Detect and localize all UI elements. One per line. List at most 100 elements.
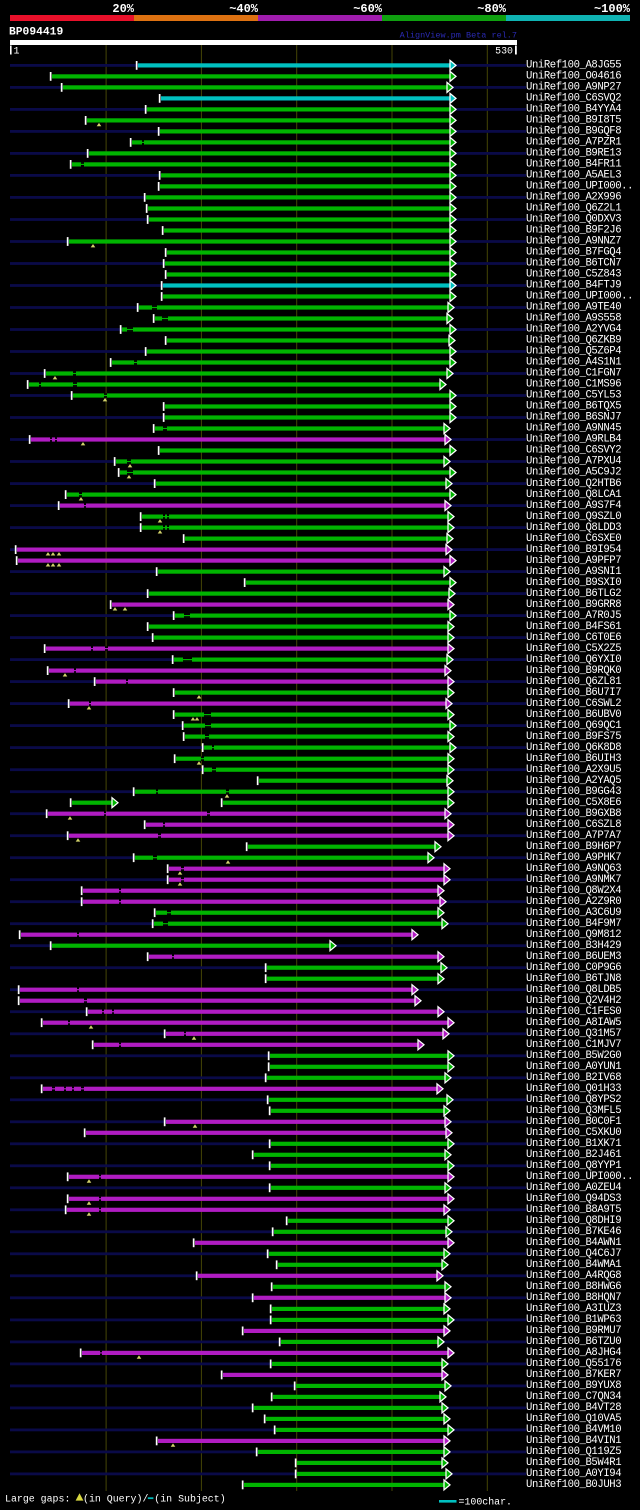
svg-text:UniRef100_Q6K8D8: UniRef100_Q6K8D8 — [526, 742, 621, 754]
svg-text:UniRef100_B6UBV0: UniRef100_B6UBV0 — [526, 709, 621, 721]
svg-text:~60%: ~60% — [353, 2, 383, 16]
svg-text:UniRef100_UPI000..: UniRef100_UPI000.. — [526, 181, 633, 193]
svg-text:UniRef100_B4FS61: UniRef100_B4FS61 — [526, 621, 621, 633]
svg-text:UniRef100_Q8LCA1: UniRef100_Q8LCA1 — [526, 489, 621, 501]
svg-text:UniRef100_Q8LDD3: UniRef100_Q8LDD3 — [526, 522, 621, 534]
svg-text:UniRef100_B9I954: UniRef100_B9I954 — [526, 544, 621, 556]
svg-text:UniRef100_B1XK71: UniRef100_B1XK71 — [526, 1138, 621, 1150]
svg-text:UniRef100_B7KE46: UniRef100_B7KE46 — [526, 1226, 621, 1238]
svg-text:UniRef100_B6UIH3: UniRef100_B6UIH3 — [526, 753, 621, 765]
svg-text:20%: 20% — [112, 2, 134, 16]
svg-text:UniRef100_A0YUN1: UniRef100_A0YUN1 — [526, 1061, 621, 1073]
svg-text:UniRef100_C1MJV7: UniRef100_C1MJV7 — [526, 1039, 621, 1051]
svg-text:UniRef100_C5YL53: UniRef100_C5YL53 — [526, 390, 621, 402]
svg-text:AlignView.pm Beta rel.7: AlignView.pm Beta rel.7 — [400, 31, 517, 41]
svg-text:UniRef100_B9GXB8: UniRef100_B9GXB8 — [526, 808, 621, 820]
svg-text:~100%: ~100% — [594, 2, 631, 16]
svg-text:UniRef100_B8HQN7: UniRef100_B8HQN7 — [526, 1292, 621, 1304]
svg-text:UniRef100_A7PZR1: UniRef100_A7PZR1 — [526, 137, 621, 149]
svg-text:UniRef100_A9NNZ7: UniRef100_A9NNZ7 — [526, 236, 621, 248]
svg-text:UniRef100_A5C9J2: UniRef100_A5C9J2 — [526, 467, 621, 479]
svg-text:UniRef100_B4VT28: UniRef100_B4VT28 — [526, 1402, 621, 1414]
svg-text:UniRef100_C1FGN7: UniRef100_C1FGN7 — [526, 368, 621, 380]
svg-text:UniRef100_C5X8E6: UniRef100_C5X8E6 — [526, 797, 621, 809]
svg-text:UniRef100_B7KER7: UniRef100_B7KER7 — [526, 1369, 621, 1381]
svg-text:UniRef100_A0YI94: UniRef100_A0YI94 — [526, 1468, 621, 1480]
svg-text:BP094419: BP094419 — [9, 27, 63, 39]
svg-text:UniRef100_B9YUX8: UniRef100_B9YUX8 — [526, 1380, 621, 1392]
svg-text:UniRef100_Q10VA5: UniRef100_Q10VA5 — [526, 1413, 621, 1425]
svg-text:1: 1 — [14, 46, 20, 57]
svg-text:UniRef100_A9PHK7: UniRef100_A9PHK7 — [526, 852, 621, 864]
svg-text:UniRef100_B9GRR8: UniRef100_B9GRR8 — [526, 599, 621, 611]
svg-text:UniRef100_B0C0F1: UniRef100_B0C0F1 — [526, 1116, 621, 1128]
svg-text:UniRef100_B9RMU7: UniRef100_B9RMU7 — [526, 1325, 621, 1337]
svg-text:UniRef100_Q2HTB6: UniRef100_Q2HTB6 — [526, 478, 621, 490]
svg-text:UniRef100_B8A9T5: UniRef100_B8A9T5 — [526, 1204, 621, 1216]
svg-text:UniRef100_A9S7F4: UniRef100_A9S7F4 — [526, 500, 621, 512]
svg-text:UniRef100_Q9SZL0: UniRef100_Q9SZL0 — [526, 511, 621, 523]
svg-text:UniRef100_B6TCN7: UniRef100_B6TCN7 — [526, 258, 621, 270]
svg-text:UniRef100_B9RE13: UniRef100_B9RE13 — [526, 148, 621, 160]
svg-text:UniRef100_B9H6P7: UniRef100_B9H6P7 — [526, 841, 621, 853]
svg-text:UniRef100_Q6YXI0: UniRef100_Q6YXI0 — [526, 654, 621, 666]
svg-text:UniRef100_A9NP27: UniRef100_A9NP27 — [526, 82, 621, 94]
svg-text:UniRef100_B4F9M7: UniRef100_B4F9M7 — [526, 918, 621, 930]
svg-text:UniRef100_A9SNI1: UniRef100_A9SNI1 — [526, 566, 621, 578]
svg-text:UniRef100_A2Z9R0: UniRef100_A2Z9R0 — [526, 896, 621, 908]
svg-text:UniRef100_Q8DHI9: UniRef100_Q8DHI9 — [526, 1215, 621, 1227]
svg-text:UniRef100_B9GG43: UniRef100_B9GG43 — [526, 786, 621, 798]
svg-text:UniRef100_UPI000..: UniRef100_UPI000.. — [526, 1171, 633, 1183]
svg-text:UniRef100_B6TQX5: UniRef100_B6TQX5 — [526, 401, 621, 413]
svg-text:UniRef100_A9NQ63: UniRef100_A9NQ63 — [526, 863, 621, 875]
svg-text:UniRef100_B4YYA4: UniRef100_B4YYA4 — [526, 104, 621, 116]
svg-text:UniRef100_A2YAQ5: UniRef100_A2YAQ5 — [526, 775, 621, 787]
svg-text:(in Subject): (in Subject) — [154, 1494, 225, 1505]
svg-text:UniRef100_Q9M812: UniRef100_Q9M812 — [526, 929, 621, 941]
svg-text:UniRef100_Q55176: UniRef100_Q55176 — [526, 1358, 621, 1370]
svg-text:UniRef100_A3IUZ3: UniRef100_A3IUZ3 — [526, 1303, 621, 1315]
svg-text:UniRef100_B4VIN1: UniRef100_B4VIN1 — [526, 1435, 621, 1447]
svg-text:UniRef100_B0JUH3: UniRef100_B0JUH3 — [526, 1479, 621, 1491]
svg-text:UniRef100_B6TJN8: UniRef100_B6TJN8 — [526, 973, 621, 985]
svg-text:UniRef100_A3C6U9: UniRef100_A3C6U9 — [526, 907, 621, 919]
svg-text:UniRef100_Q31M57: UniRef100_Q31M57 — [526, 1028, 621, 1040]
svg-text:UniRef100_UPI000..: UniRef100_UPI000.. — [526, 291, 633, 303]
svg-text:UniRef100_B2J461: UniRef100_B2J461 — [526, 1149, 621, 1161]
svg-text:UniRef100_C5X2Z5: UniRef100_C5X2Z5 — [526, 643, 621, 655]
svg-text:UniRef100_A8IAW5: UniRef100_A8IAW5 — [526, 1017, 621, 1029]
svg-text:UniRef100_A7PXU4: UniRef100_A7PXU4 — [526, 456, 621, 468]
svg-text:UniRef100_A2X996: UniRef100_A2X996 — [526, 192, 621, 204]
svg-text:UniRef100_A7R0J5: UniRef100_A7R0J5 — [526, 610, 621, 622]
svg-text:UniRef100_C1FES0: UniRef100_C1FES0 — [526, 1006, 621, 1018]
svg-text:UniRef100_C5XKU0: UniRef100_C5XKU0 — [526, 1127, 621, 1139]
svg-text:UniRef100_Q8YYP1: UniRef100_Q8YYP1 — [526, 1160, 621, 1172]
svg-text:UniRef100_B4FR11: UniRef100_B4FR11 — [526, 159, 621, 171]
svg-text:UniRef100_Q6ZL81: UniRef100_Q6ZL81 — [526, 676, 621, 688]
svg-text:UniRef100_B6SNJ7: UniRef100_B6SNJ7 — [526, 412, 621, 424]
svg-text:UniRef100_Q119Z5: UniRef100_Q119Z5 — [526, 1446, 621, 1458]
svg-text:UniRef100_Q01H33: UniRef100_Q01H33 — [526, 1083, 621, 1095]
svg-text:UniRef100_C6SWL2: UniRef100_C6SWL2 — [526, 698, 621, 710]
svg-text:UniRef100_A9PFP7: UniRef100_A9PFP7 — [526, 555, 621, 567]
svg-text:UniRef100_Q4C6J7: UniRef100_Q4C6J7 — [526, 1248, 621, 1260]
svg-text:UniRef100_B4VM10: UniRef100_B4VM10 — [526, 1424, 621, 1436]
svg-text:UniRef100_C5Z843: UniRef100_C5Z843 — [526, 269, 621, 281]
svg-text:UniRef100_B9FS75: UniRef100_B9FS75 — [526, 731, 621, 743]
svg-text:UniRef100_C6SVY2: UniRef100_C6SVY2 — [526, 445, 621, 457]
svg-text:UniRef100_A4S1N1: UniRef100_A4S1N1 — [526, 357, 621, 369]
svg-text:UniRef100_Q0DXV3: UniRef100_Q0DXV3 — [526, 214, 621, 226]
svg-text:~40%: ~40% — [229, 2, 259, 16]
svg-text:UniRef100_B6U7I7: UniRef100_B6U7I7 — [526, 687, 621, 699]
svg-text:UniRef100_C1MS96: UniRef100_C1MS96 — [526, 379, 621, 391]
svg-text:UniRef100_C0P9G6: UniRef100_C0P9G6 — [526, 962, 621, 974]
svg-text:UniRef100_Q6ZKB9: UniRef100_Q6ZKB9 — [526, 335, 621, 347]
svg-text:UniRef100_Q94DS3: UniRef100_Q94DS3 — [526, 1193, 621, 1205]
svg-text:UniRef100_Q8W2X4: UniRef100_Q8W2X4 — [526, 885, 621, 897]
svg-text:UniRef100_A9NN45: UniRef100_A9NN45 — [526, 423, 621, 435]
svg-text:UniRef100_B9RQK0: UniRef100_B9RQK0 — [526, 665, 621, 677]
svg-text:UniRef100_A9NMK7: UniRef100_A9NMK7 — [526, 874, 621, 886]
svg-text:UniRef100_C6SVQ2: UniRef100_C6SVQ2 — [526, 93, 621, 105]
svg-text:Large gaps:: Large gaps: — [5, 1494, 70, 1505]
svg-text:UniRef100_B9F2J6: UniRef100_B9F2J6 — [526, 225, 621, 237]
